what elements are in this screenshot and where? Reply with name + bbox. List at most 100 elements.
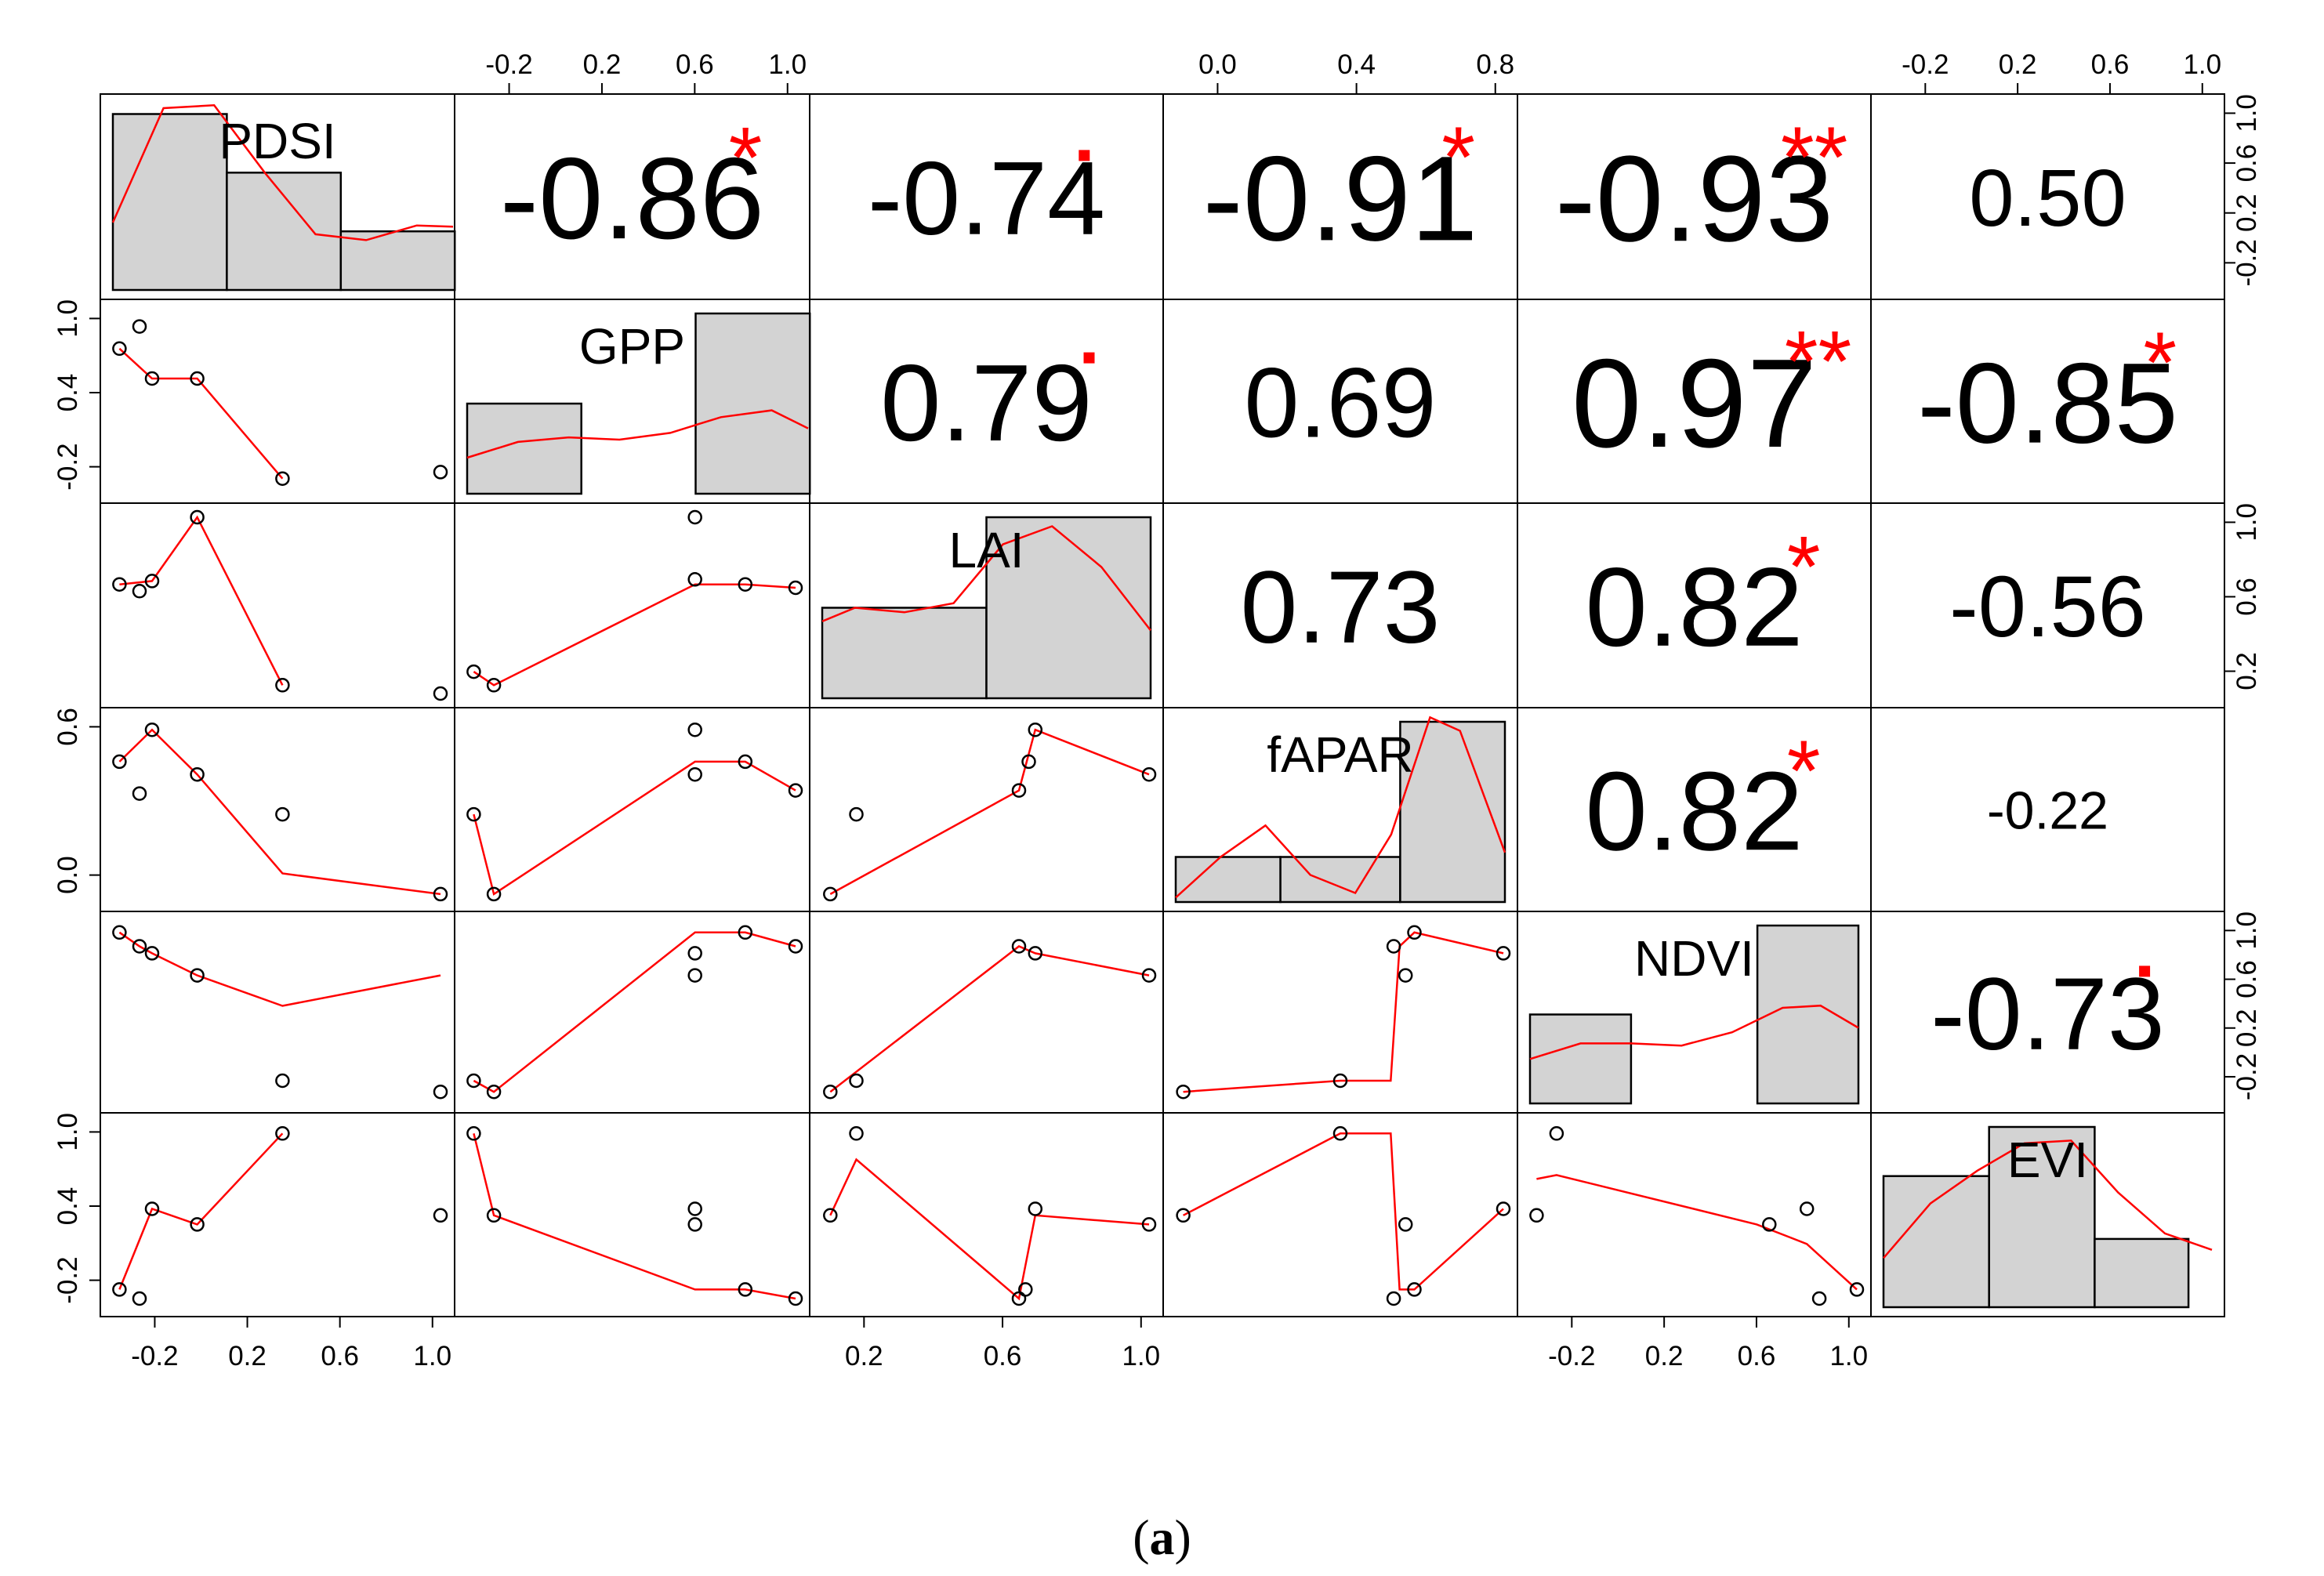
data-point	[1398, 1217, 1413, 1232]
data-point	[1811, 1291, 1827, 1306]
axis-tick-label: 0.2	[1645, 1341, 1684, 1371]
data-point	[849, 1126, 864, 1141]
data-point	[1386, 939, 1401, 954]
data-point	[144, 722, 160, 737]
data-point	[275, 1073, 290, 1089]
panel-frame	[1870, 1112, 2225, 1317]
data-point	[1028, 722, 1043, 737]
data-point	[788, 580, 803, 596]
axis-tick-label: 0.6	[2232, 144, 2262, 183]
data-point	[112, 577, 127, 592]
axis-tick-label: 1.0	[2232, 911, 2262, 950]
data-point	[132, 1291, 147, 1306]
variable-label: LAI	[948, 522, 1024, 578]
smooth-line	[1536, 1174, 1858, 1291]
caption-close: )	[1174, 1509, 1191, 1565]
data-point	[275, 471, 290, 486]
correlation-value: 0.82	[1585, 749, 1803, 874]
data-point	[433, 465, 448, 480]
significance-stars: *	[2143, 314, 2177, 411]
significance-dot	[1079, 150, 1090, 161]
smooth-line	[118, 347, 284, 480]
data-point	[190, 1217, 205, 1232]
data-point	[1496, 1201, 1511, 1216]
histogram-bar	[1882, 1175, 1990, 1309]
axis-tick-label: 0.2	[228, 1341, 266, 1371]
significance-stars: *	[1787, 723, 1821, 820]
significance-stars: *	[1441, 110, 1475, 206]
data-point	[687, 509, 702, 525]
data-point	[849, 1073, 864, 1089]
panel-frame	[454, 707, 810, 912]
data-point	[466, 1126, 481, 1141]
variable-label: EVI	[2007, 1132, 2088, 1188]
data-point	[1141, 766, 1157, 782]
correlation-value: -0.73	[1931, 956, 2165, 1071]
data-point	[112, 754, 127, 770]
data-point	[486, 886, 502, 902]
significance-stars: **	[1781, 110, 1848, 206]
data-point	[1141, 968, 1157, 983]
axis-tick-label: 1.0	[2232, 503, 2262, 542]
axis-tick-label: 0.2	[845, 1341, 883, 1371]
data-point	[1176, 1208, 1191, 1223]
significance-stars: *	[729, 110, 763, 206]
axis-tick-label: 1.0	[768, 49, 807, 80]
caption-letter: a	[1149, 1509, 1175, 1565]
data-point	[486, 1084, 502, 1100]
data-point	[466, 806, 481, 822]
data-point	[1799, 1201, 1815, 1216]
significance-dot	[1083, 352, 1095, 364]
correlation-value: -0.86	[500, 134, 764, 263]
axis-tick-label: 1.0	[53, 1113, 83, 1151]
data-point	[849, 806, 864, 822]
correlation-value: 0.97	[1572, 333, 1817, 474]
correlation-value: 0.73	[1241, 549, 1441, 665]
axis-tick-label: 0.2	[1999, 49, 2037, 80]
data-point	[1386, 1291, 1401, 1306]
data-point	[1398, 968, 1413, 983]
smooth-line	[829, 945, 1150, 1093]
data-point	[112, 925, 127, 940]
axis-tick-label: 0.8	[1476, 49, 1514, 80]
data-point	[1332, 1073, 1348, 1089]
correlation-value: 0.79	[880, 342, 1093, 464]
panel-frame	[454, 502, 810, 708]
data-point	[433, 686, 448, 701]
panel-frame	[1517, 1112, 1872, 1317]
histogram-bar	[2094, 1237, 2190, 1309]
histogram-bar	[1528, 1013, 1633, 1105]
axis-tick-label: 0.2	[2232, 652, 2262, 690]
correlation-value: -0.91	[1202, 131, 1477, 266]
data-point	[132, 786, 147, 801]
histogram-bar	[466, 402, 582, 495]
data-point	[823, 1208, 838, 1223]
correlation-value: 0.50	[1969, 153, 2126, 243]
axis-tick-label: 0.6	[2232, 960, 2262, 998]
data-point	[1021, 754, 1036, 770]
data-point	[486, 1208, 502, 1223]
axis-tick-label: -0.2	[53, 1256, 83, 1303]
data-point	[1018, 1282, 1033, 1297]
density-curve	[1175, 716, 1506, 899]
density-curve	[821, 525, 1151, 632]
axis-tick-label: 1.0	[1122, 1341, 1160, 1371]
correlation-value: -0.22	[1987, 781, 2108, 840]
axis-tick-label: 0.6	[676, 49, 714, 80]
data-point	[738, 577, 753, 592]
smooth-line	[119, 515, 284, 686]
histogram-bar	[821, 607, 988, 700]
histogram-bar	[1756, 924, 1860, 1105]
axis-tick-label: -0.2	[2232, 1053, 2262, 1100]
data-point	[275, 1126, 290, 1141]
data-point	[144, 1201, 160, 1216]
axis-tick-label: -0.2	[1548, 1341, 1595, 1371]
axis-tick-label: 0.6	[2091, 49, 2130, 80]
data-point	[144, 371, 160, 386]
axis-tick-label: 0.6	[53, 708, 83, 746]
data-point	[687, 1201, 702, 1216]
data-point	[433, 1208, 448, 1223]
data-point	[1407, 1282, 1422, 1297]
data-point	[1849, 1282, 1865, 1297]
data-point	[486, 678, 502, 693]
